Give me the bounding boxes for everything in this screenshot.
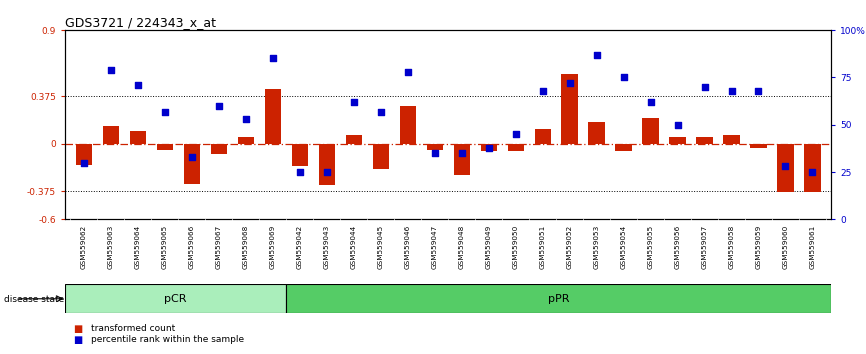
Point (428, 150, 442, 156)
Bar (292, 144, 307, 166)
Text: GSM559050: GSM559050 (513, 225, 519, 269)
Point (805, 169, 819, 175)
Text: GSM559055: GSM559055 (648, 225, 654, 269)
Text: GSM559052: GSM559052 (566, 225, 572, 269)
Point (725, 88, 739, 93)
Bar (805, 144, 821, 192)
Text: transformed count: transformed count (91, 324, 175, 333)
Point (184, 154, 198, 160)
Bar (643, 119, 659, 144)
Text: ■: ■ (74, 324, 83, 333)
Bar (319, 144, 335, 185)
Text: GSM559067: GSM559067 (216, 225, 222, 269)
Text: GSM559047: GSM559047 (431, 225, 437, 269)
Bar (454, 144, 469, 175)
Text: GSM559051: GSM559051 (540, 225, 546, 269)
Bar (346, 135, 362, 144)
Text: GSM559042: GSM559042 (297, 225, 303, 269)
Point (617, 75, 630, 80)
Bar (287, 284, 831, 313)
Bar (157, 144, 173, 150)
Text: disease state: disease state (4, 295, 65, 304)
Text: GSM559069: GSM559069 (269, 225, 275, 269)
Bar (427, 144, 443, 150)
Bar (184, 144, 200, 184)
Point (266, 56, 280, 61)
Point (779, 164, 792, 169)
Text: GSM559063: GSM559063 (108, 225, 113, 269)
Bar (65, 284, 287, 313)
Bar (75, 144, 92, 165)
Text: GSM559045: GSM559045 (378, 225, 384, 269)
Text: GDS3721 / 224343_x_at: GDS3721 / 224343_x_at (65, 16, 216, 29)
Bar (616, 144, 631, 151)
Point (104, 67, 118, 73)
Text: pCR: pCR (165, 294, 187, 304)
Text: GSM559053: GSM559053 (593, 225, 599, 269)
Point (212, 103, 226, 109)
Text: GSM559057: GSM559057 (701, 225, 708, 269)
Bar (534, 129, 551, 144)
Text: GSM559043: GSM559043 (324, 225, 330, 269)
Text: GSM559049: GSM559049 (486, 225, 492, 269)
Text: GSM559068: GSM559068 (242, 225, 249, 269)
Point (536, 88, 550, 93)
Point (455, 150, 469, 156)
Point (508, 131, 522, 137)
Text: GSM559056: GSM559056 (675, 225, 681, 269)
Text: GSM559064: GSM559064 (135, 225, 141, 269)
Point (77, 160, 91, 165)
Bar (210, 144, 227, 154)
Point (481, 145, 495, 150)
Point (320, 169, 333, 175)
Bar (103, 126, 119, 144)
Point (752, 88, 766, 93)
Point (590, 52, 604, 58)
Point (670, 122, 684, 128)
Bar (399, 106, 416, 144)
Text: GSM559058: GSM559058 (728, 225, 734, 269)
Text: GSM559044: GSM559044 (351, 225, 357, 269)
Point (643, 99, 657, 105)
Bar (723, 135, 740, 144)
Bar (751, 144, 766, 148)
Bar (481, 144, 497, 151)
Bar (669, 137, 686, 144)
Point (131, 82, 145, 88)
Text: GSM559046: GSM559046 (404, 225, 410, 269)
Text: pPR: pPR (548, 294, 570, 304)
Point (293, 169, 307, 175)
Point (401, 69, 415, 75)
Text: GSM559060: GSM559060 (783, 225, 788, 269)
Bar (778, 144, 793, 192)
Bar (372, 144, 389, 169)
Text: GSM559062: GSM559062 (81, 225, 87, 269)
Bar (561, 74, 578, 144)
Text: GSM559066: GSM559066 (189, 225, 195, 269)
Bar (237, 137, 254, 144)
Point (698, 84, 712, 90)
Bar (265, 90, 281, 144)
Text: GSM559054: GSM559054 (621, 225, 627, 269)
Text: GSM559065: GSM559065 (162, 225, 168, 269)
Bar (696, 137, 713, 144)
Point (158, 109, 171, 114)
Bar (130, 131, 145, 144)
Text: percentile rank within the sample: percentile rank within the sample (91, 335, 244, 344)
Text: GSM559048: GSM559048 (459, 225, 465, 269)
Bar (507, 144, 524, 151)
Point (346, 99, 360, 105)
Point (239, 116, 253, 122)
Point (374, 109, 388, 114)
Text: GSM559061: GSM559061 (810, 225, 816, 269)
Bar (589, 122, 604, 144)
Text: ■: ■ (74, 335, 83, 345)
Text: GSM559059: GSM559059 (755, 225, 761, 269)
Point (563, 80, 577, 86)
